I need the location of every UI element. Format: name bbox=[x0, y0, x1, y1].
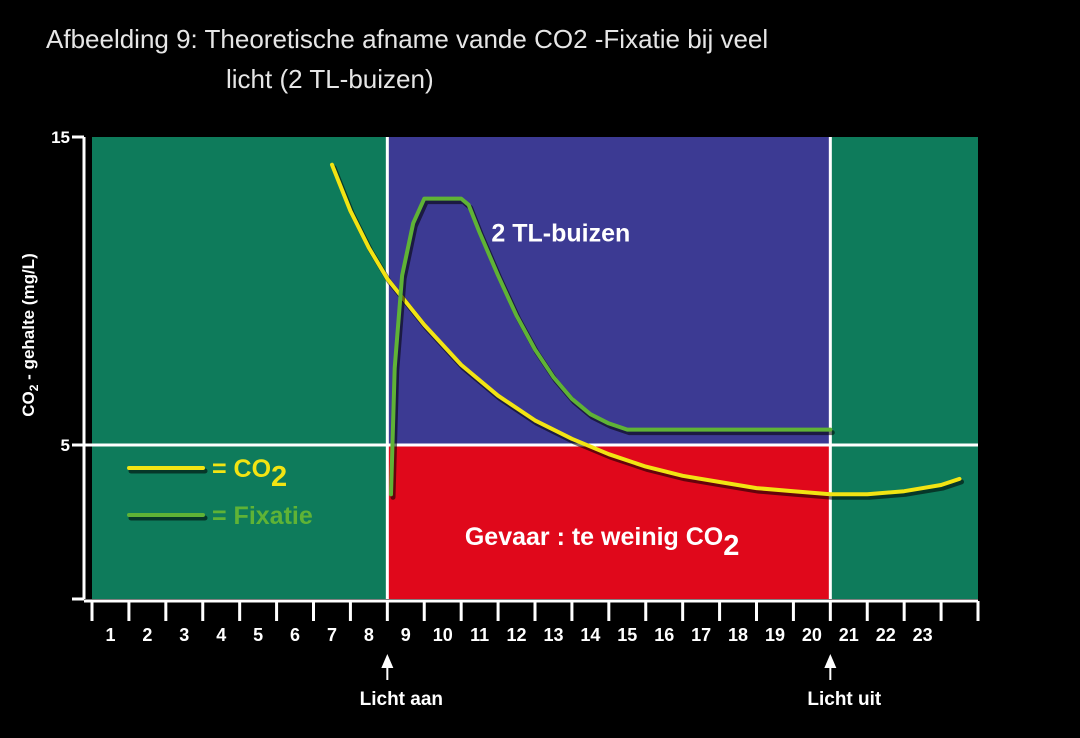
x-tick-label-2: 2 bbox=[142, 625, 152, 645]
region-label-light: 2 TL-buizen bbox=[491, 220, 630, 248]
x-tick-label-15: 15 bbox=[617, 625, 637, 645]
x-tick-label-6: 6 bbox=[290, 625, 300, 645]
x-tick-label-4: 4 bbox=[216, 625, 226, 645]
legend-label-main-Fixatie: = Fixatie bbox=[212, 502, 313, 530]
region-label-danger-subscript: 2 bbox=[723, 530, 739, 562]
legend-label-CO2: = CO2 bbox=[212, 455, 287, 493]
x-tick-label-12: 12 bbox=[507, 625, 527, 645]
x-tick-label-13: 13 bbox=[543, 625, 563, 645]
x-tick-label-7: 7 bbox=[327, 625, 337, 645]
x-tick-label-19: 19 bbox=[765, 625, 785, 645]
region-label-danger: Gevaar : te weinig CO2 bbox=[465, 523, 740, 562]
region-danger bbox=[387, 445, 831, 599]
series-line-Fixatie bbox=[389, 196, 833, 497]
region-label-danger-main: Gevaar : te weinig CO bbox=[465, 523, 723, 551]
x-tick-label-16: 16 bbox=[654, 625, 674, 645]
x-tick-label-10: 10 bbox=[433, 625, 453, 645]
x-tick-label-1: 1 bbox=[105, 625, 115, 645]
legend-label-Fixatie: = Fixatie bbox=[212, 502, 313, 530]
x-tick-label-22: 22 bbox=[876, 625, 896, 645]
y-tick-label-5: 5 bbox=[61, 436, 70, 455]
x-tick-label-21: 21 bbox=[839, 625, 859, 645]
x-tick-label-17: 17 bbox=[691, 625, 711, 645]
region-light bbox=[387, 137, 831, 445]
region-night-left bbox=[92, 137, 388, 599]
x-tick-label-20: 20 bbox=[802, 625, 822, 645]
chart-title-line-2: licht (2 TL-buizen) bbox=[226, 64, 434, 94]
x-tick-label-3: 3 bbox=[179, 625, 189, 645]
chart-title-line-1: Afbeelding 9: Theoretische afname vande … bbox=[46, 24, 769, 54]
x-tick-label-9: 9 bbox=[401, 625, 411, 645]
annotation-arrow-head-1 bbox=[824, 654, 837, 668]
annotation-label-1: Licht uit bbox=[807, 689, 882, 710]
annotation-arrow-head-0 bbox=[381, 654, 394, 668]
legend-label-main-CO2: = CO bbox=[212, 455, 271, 483]
annotation-label-0: Licht aan bbox=[360, 689, 443, 710]
series-line-CO2 bbox=[330, 162, 962, 497]
x-tick-label-5: 5 bbox=[253, 625, 263, 645]
x-tick-label-23: 23 bbox=[913, 625, 933, 645]
x-tick-label-11: 11 bbox=[470, 625, 489, 645]
region-night-right bbox=[830, 137, 978, 599]
legend-label-subscript-CO2: 2 bbox=[271, 461, 287, 493]
x-tick-label-18: 18 bbox=[728, 625, 748, 645]
y-tick-label-15: 15 bbox=[51, 128, 70, 147]
x-tick-label-8: 8 bbox=[364, 625, 374, 645]
x-tick-label-14: 14 bbox=[580, 625, 600, 645]
